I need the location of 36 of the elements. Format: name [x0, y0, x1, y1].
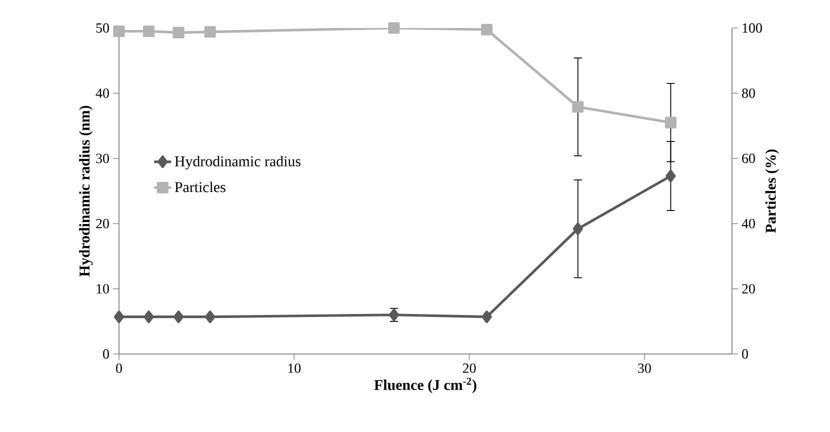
point — [143, 25, 155, 38]
x-tick-label: 10 — [288, 364, 301, 373]
y2-axis-title: Particles (%) — [765, 150, 779, 233]
point — [572, 101, 584, 113]
point — [666, 170, 676, 182]
y-tick-label: 0 — [103, 349, 109, 359]
y-axis-title: Hydrodinamic radius (nm) — [79, 106, 93, 277]
point — [205, 310, 216, 324]
point — [482, 310, 492, 324]
y-tick-label: 10 — [96, 284, 109, 294]
y2-tick-label: 80 — [742, 88, 755, 98]
legend-label: Hydrodinamic radius — [174, 156, 300, 170]
y2-tick-label: 20 — [742, 284, 755, 294]
point — [664, 116, 676, 128]
point — [174, 310, 184, 324]
x-tick-label: 30 — [638, 364, 651, 373]
point — [114, 310, 124, 324]
point — [572, 222, 583, 236]
y2-tick-label: 60 — [742, 154, 755, 164]
y-tick-label: 20 — [96, 218, 109, 228]
x-tick-label: 0 — [116, 364, 122, 373]
y-tick-label: 40 — [96, 88, 109, 98]
point — [481, 24, 493, 36]
legend-label: Particles — [174, 182, 226, 192]
y2-tick-label: 40 — [742, 218, 755, 228]
point — [388, 22, 400, 34]
x-tick-label: 20 — [462, 364, 476, 373]
y2-tick-label: 0 — [742, 349, 748, 359]
y2-tick-label: 100 — [742, 23, 762, 33]
point — [172, 26, 184, 38]
point — [113, 25, 125, 38]
x-axis-title: Fluence (J cm$^{-2}$) — [374, 378, 476, 394]
point — [204, 26, 216, 38]
y-tick-label: 50 — [96, 23, 109, 33]
point — [144, 310, 154, 324]
y-tick-label: 30 — [96, 154, 109, 164]
